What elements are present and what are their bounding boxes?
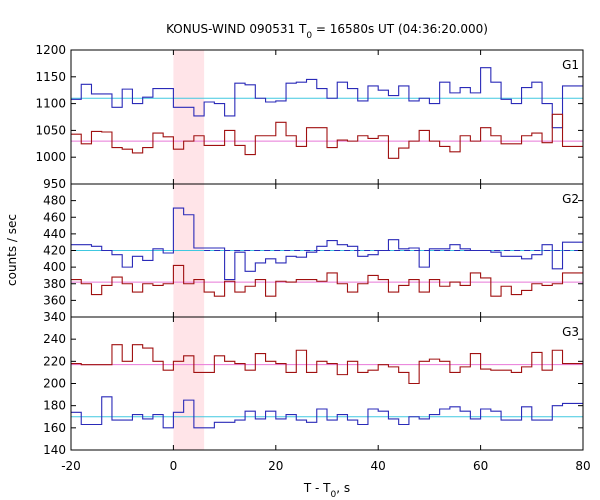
panel-g2: 340 360 380 400 420 440 460 480 G2 (43, 183, 584, 324)
y-tick-label: 360 (43, 293, 66, 307)
x-tick-label: -20 (61, 459, 81, 473)
panel-g2-series-blue (71, 207, 583, 281)
panel-g3-series-red (71, 344, 583, 385)
y-tick-label: 200 (43, 377, 66, 391)
panel-label: G2 (562, 192, 579, 206)
panel-g1: 950 1000 1050 1100 1150 1200 G1 (35, 43, 584, 191)
y-tick-label: 340 (43, 310, 66, 324)
y-tick-label: 160 (43, 421, 66, 435)
y-tick-label: 480 (43, 194, 66, 208)
panel-g3-frame (70, 316, 584, 451)
y-tick-label: 380 (43, 277, 66, 291)
y-tick-label: 1200 (35, 43, 66, 57)
x-axis-label-subscript: 0 (331, 490, 337, 500)
chart-panels: 95010001050110011501200G1340360380400420… (35, 43, 590, 473)
chart-title-main: KONUS-WIND 090531 T (166, 22, 307, 36)
panel-label: G1 (562, 58, 579, 72)
y-tick-label: 1050 (35, 123, 66, 137)
y-tick-label: 460 (43, 210, 66, 224)
y-tick-label: 420 (43, 244, 66, 258)
panel-g1-frame (70, 49, 584, 185)
y-tick-label: 1000 (35, 150, 66, 164)
y-tick-label: 400 (43, 260, 66, 274)
x-axis-label-suffix: , s (336, 481, 350, 495)
y-axis-label: counts / sec (5, 214, 19, 286)
panel-g3-series-blue (71, 396, 583, 429)
chart-title: KONUS-WIND 090531 T0 = 16580s UT (04:36:… (166, 22, 488, 41)
panel-g3: 140 160 180 200 220 240 G3 (43, 316, 584, 457)
y-tick-label: 180 (43, 399, 66, 413)
chart-title-suffix: = 16580s UT (04:36:20.000) (312, 22, 488, 36)
x-tick-label: 80 (575, 459, 590, 473)
y-tick-label: 440 (43, 227, 66, 241)
y-tick-label: 1100 (35, 97, 66, 111)
x-axis-label-main: T - T (303, 481, 331, 495)
chart-title-subscript: 0 (306, 31, 312, 41)
x-tick-label: 0 (170, 459, 178, 473)
x-axis-label: T - T0, s (303, 481, 350, 500)
y-tick-label: 1150 (35, 70, 66, 84)
x-tick-label: 60 (473, 459, 488, 473)
panel-g1-series-blue (71, 67, 583, 129)
y-tick-label: 220 (43, 354, 66, 368)
x-tick-label: 20 (268, 459, 283, 473)
panel-g1-series-red (71, 113, 583, 159)
x-tick-label: 40 (371, 459, 386, 473)
y-tick-label: 140 (43, 443, 66, 457)
panel-g2-series-red (71, 264, 583, 297)
y-tick-label: 950 (43, 177, 66, 191)
y-tick-label: 240 (43, 332, 66, 346)
panel-label: G3 (562, 325, 579, 339)
